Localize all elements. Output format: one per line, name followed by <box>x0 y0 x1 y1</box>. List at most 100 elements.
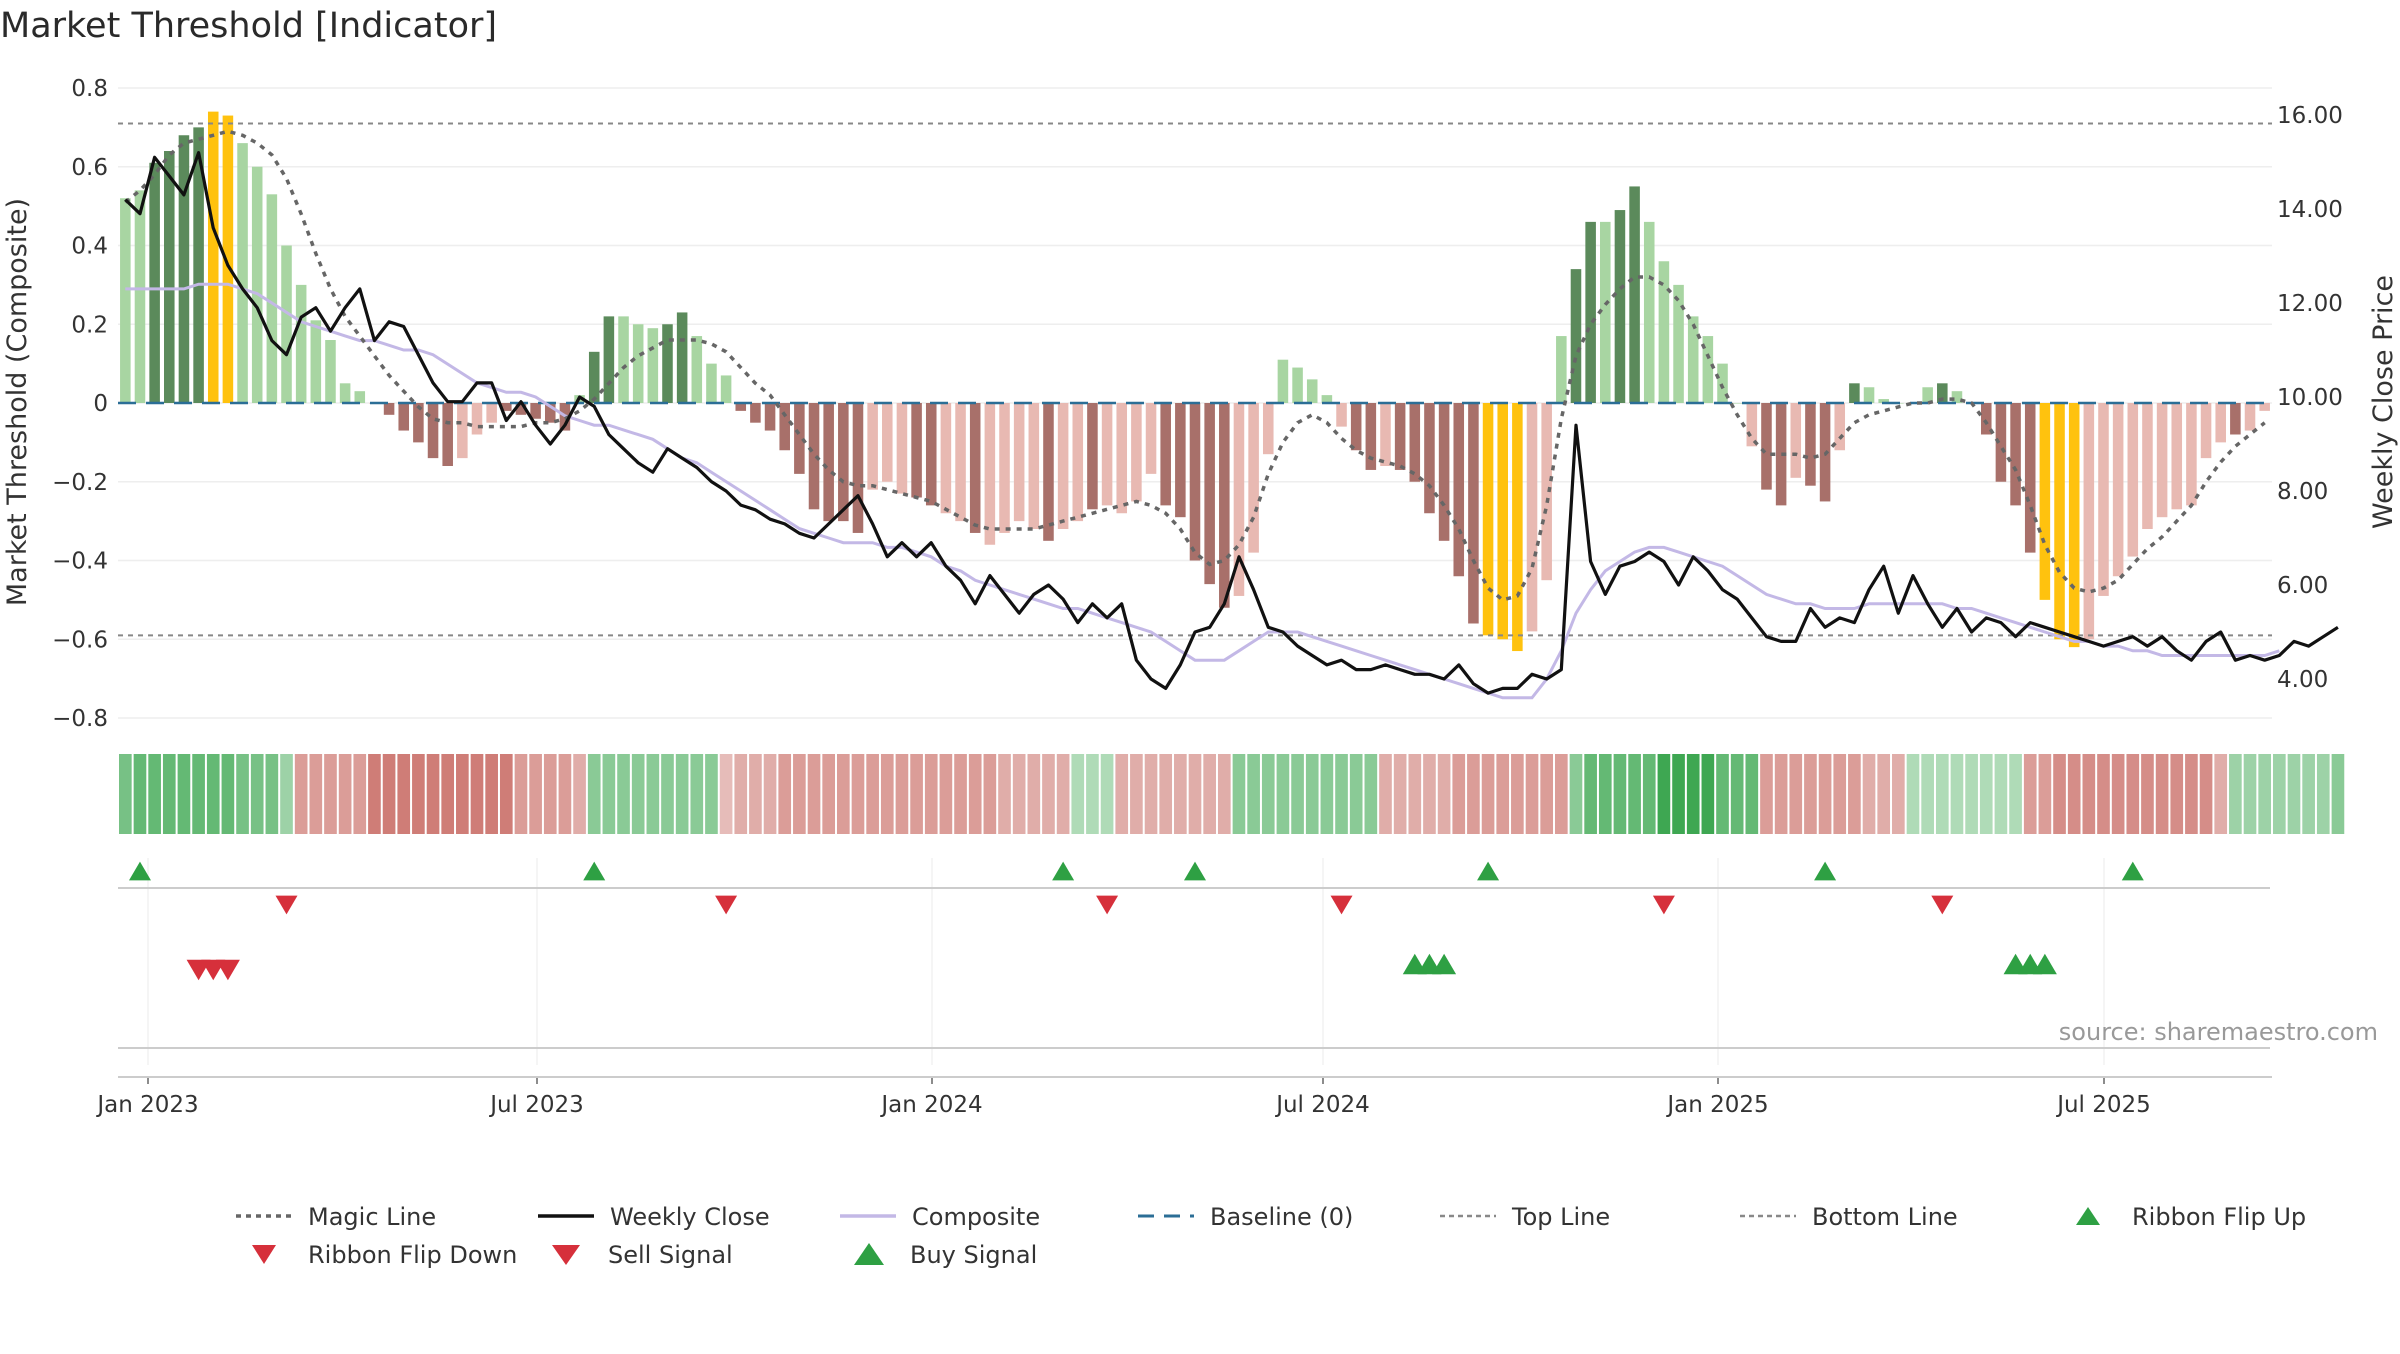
legend-item: Sell Signal <box>552 1241 733 1269</box>
ribbon-flip-up-marker <box>2121 861 2144 881</box>
composite-bar <box>1849 383 1860 403</box>
composite-bar <box>691 336 703 403</box>
composite-bar <box>1101 403 1113 506</box>
composite-bar <box>2244 403 2256 431</box>
composite-bar <box>750 403 761 423</box>
composite-bar <box>823 403 834 522</box>
ribbon-cell <box>2082 754 2096 834</box>
ribbon-cell <box>954 754 967 834</box>
y-left-tick-label: 0.6 <box>71 155 108 181</box>
y-left-tick-label: 0.2 <box>71 312 108 338</box>
legend-item: Ribbon Flip Down <box>252 1241 517 1269</box>
ribbon-cell <box>1950 754 1964 834</box>
composite-bar <box>2083 403 2095 640</box>
composite-bar <box>149 162 160 403</box>
composite-bar <box>2200 403 2212 459</box>
ribbon-cell <box>162 754 176 834</box>
x-tick-label: Jul 2024 <box>1274 1092 1370 1118</box>
ribbon-cell <box>851 754 865 834</box>
composite-bar <box>911 403 922 498</box>
composite-bar <box>1629 186 1640 403</box>
ribbon-cell <box>192 754 205 834</box>
ribbon-cell <box>1247 754 1260 834</box>
ribbon-cell <box>793 754 806 834</box>
y-left-tick-label: −0.6 <box>52 627 108 653</box>
composite-bar <box>647 328 659 403</box>
ribbon-cell <box>2097 754 2110 834</box>
x-tick-label: Jan 2023 <box>95 1092 198 1118</box>
composite-bar <box>882 403 893 482</box>
ribbon-cell <box>236 754 249 834</box>
ribbon-cell <box>1672 754 1685 834</box>
ribbon-cell <box>939 754 953 834</box>
ribbon-cell <box>1642 754 1656 834</box>
composite-bar <box>1556 336 1567 403</box>
ribbon-cell <box>2067 754 2081 834</box>
ribbon-cell <box>294 754 308 834</box>
ribbon-cell <box>1335 754 1348 834</box>
composite-bar <box>207 111 219 403</box>
y-right-tick-label: 10.00 <box>2277 385 2343 411</box>
buy-signal-marker <box>2032 953 2057 975</box>
ribbon-cell <box>514 754 528 834</box>
composite-bar <box>1160 403 1171 506</box>
ribbon-layer <box>119 754 2345 834</box>
y-left-tick-label: 0 <box>93 391 108 417</box>
ribbon-cell <box>397 754 411 834</box>
composite-bar <box>1687 316 1699 403</box>
ribbon-cell <box>1892 754 1905 834</box>
composite-bar <box>1775 403 1787 506</box>
ribbon-cell <box>1686 754 1700 834</box>
composite-bar <box>1643 221 1655 403</box>
ribbon-cell <box>1174 754 1187 834</box>
ribbon-cell <box>368 754 381 834</box>
weekly-close-line <box>124 151 2339 695</box>
ribbon-flip-up-marker <box>583 861 606 881</box>
ribbon-flip-down-marker <box>715 895 738 915</box>
ribbon-cell <box>880 754 894 834</box>
ribbon-cell <box>1305 754 1319 834</box>
ribbon-flip-up-marker <box>1184 861 1206 881</box>
composite-line <box>125 282 2280 700</box>
composite-bar <box>1937 383 1948 403</box>
composite-bar <box>1131 403 1142 502</box>
ribbon-cell <box>1862 754 1876 834</box>
ribbon-cell <box>1203 754 1216 834</box>
ribbon-cell <box>895 754 909 834</box>
composite-bar <box>867 403 878 490</box>
ribbon-flip-down-marker <box>1652 895 1675 915</box>
composite-bar <box>1262 403 1274 455</box>
ribbon-cell <box>324 754 337 834</box>
magic-line <box>124 129 2266 602</box>
composite-bar <box>2142 403 2153 529</box>
ribbon-cell <box>1232 754 1246 834</box>
ribbon-cell <box>2229 754 2242 834</box>
ribbon-cell <box>499 754 513 834</box>
composite-bar <box>1233 403 1245 596</box>
ribbon-cell <box>1320 754 1334 834</box>
x-tick-label: Jul 2023 <box>488 1092 584 1118</box>
ribbon-cell <box>2302 754 2315 834</box>
ribbon-cell <box>1789 754 1803 834</box>
ribbon-cell <box>837 754 850 834</box>
ribbon-cell <box>924 754 938 834</box>
composite-bar <box>2186 403 2197 506</box>
ribbon-cell <box>2199 754 2213 834</box>
composite-bar <box>1409 403 1421 482</box>
ribbon-cell <box>250 754 264 834</box>
ribbon-cell <box>631 754 645 834</box>
composite-bar <box>530 403 541 419</box>
composite-bar <box>515 403 527 415</box>
legend-label: Top Line <box>1511 1203 1610 1231</box>
composite-bar <box>1570 269 1582 403</box>
ribbon-cell <box>749 754 762 834</box>
ribbon-cell <box>1144 754 1158 834</box>
ribbon-cell <box>1716 754 1729 834</box>
ribbon-cell <box>338 754 352 834</box>
ribbon-cell <box>1994 754 2008 834</box>
composite-bar <box>325 340 336 403</box>
composite-bar <box>1394 403 1406 470</box>
y-right-tick-label: 8.00 <box>2277 479 2328 505</box>
ribbon-cell <box>1423 754 1436 834</box>
